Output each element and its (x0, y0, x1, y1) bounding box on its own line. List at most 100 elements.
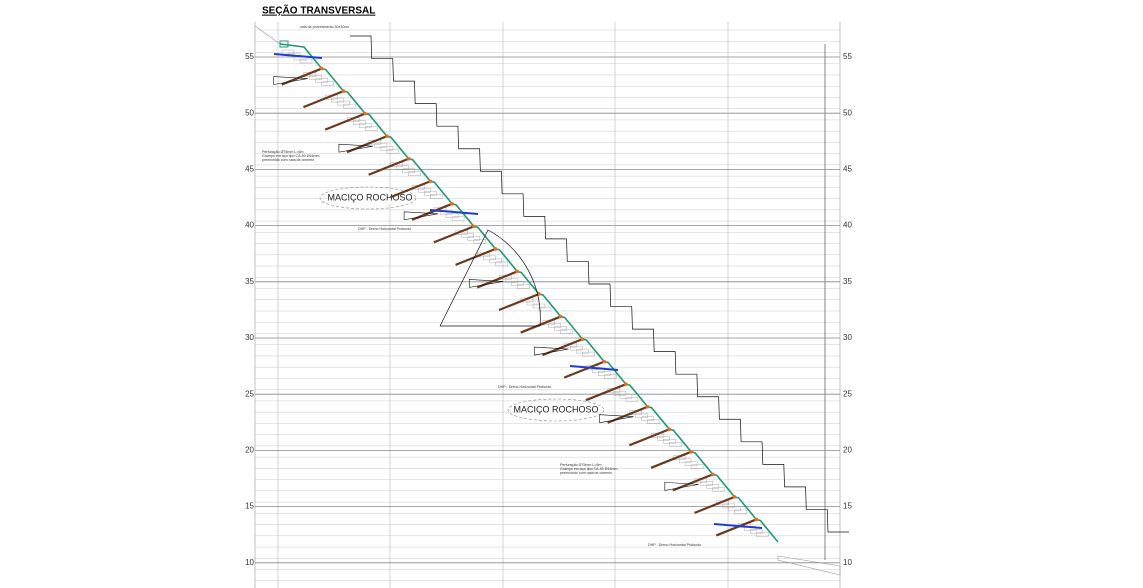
elevation-label: 30 (843, 333, 852, 342)
section-title: SEÇÃO TRANSVERSAL (262, 4, 375, 17)
anchor (694, 495, 735, 514)
berm-point (602, 359, 606, 364)
rock-block (712, 487, 726, 492)
berm-point (406, 156, 411, 161)
note: Grampo em aço tipo CA-50 Ø16mm (262, 154, 320, 158)
rock-block (386, 148, 400, 154)
anchor (433, 225, 475, 244)
rock-block (364, 126, 378, 131)
berm-point (472, 224, 476, 229)
toe (777, 555, 841, 576)
note: DHP - Dreno Horizontal Profundo (358, 227, 411, 231)
rock-hatch (319, 186, 605, 422)
berm-point (341, 89, 346, 93)
elevation-label: 40 (245, 221, 254, 230)
elevation-label: 15 (245, 502, 254, 511)
berm-point (558, 314, 563, 319)
berm-point (515, 269, 520, 274)
rock-block (690, 464, 704, 470)
elevation-label: 45 (843, 165, 852, 174)
berm-point (732, 495, 737, 499)
rock-label: MACIÇO ROCHOSO (327, 192, 412, 202)
anchor (389, 180, 431, 199)
elevation-label: 45 (245, 165, 254, 174)
berm-point (450, 202, 454, 206)
label-bg (334, 192, 406, 204)
berm-point (580, 337, 585, 341)
step-dims (350, 35, 849, 533)
berm-point (689, 450, 693, 454)
elevation-label: 30 (245, 333, 254, 342)
elevation-label: 40 (843, 221, 852, 230)
rock-block (473, 239, 487, 244)
note: vala de proveamento 30x30cm (300, 25, 349, 29)
rock-block (321, 81, 334, 86)
anchor (650, 450, 692, 469)
berm-point (624, 382, 628, 386)
callout (664, 482, 699, 491)
note: DHP - Dreno Horizontal Profundo (498, 385, 551, 389)
callout (403, 211, 439, 221)
rock-block (603, 374, 617, 379)
callout (468, 279, 504, 288)
berm-point (645, 404, 650, 409)
elevation-label: 25 (843, 389, 852, 398)
grid (254, 22, 841, 588)
rock-block (495, 261, 508, 267)
crest (254, 25, 281, 45)
rock-block (625, 396, 639, 402)
angle-arc (439, 229, 541, 327)
note: Perfuração Ø75mm L=6m (560, 463, 601, 467)
anchor (585, 383, 627, 402)
berm-point (537, 292, 541, 296)
rock-block (756, 532, 769, 537)
berm-point (711, 472, 715, 477)
elevation-label: 55 (245, 52, 254, 61)
note: Grampo em aço tipo CA-50 Ø16mm (560, 467, 618, 471)
note: DHP - Dreno Horizontal Profundo (648, 543, 701, 547)
berm-point (363, 111, 367, 116)
anchor (563, 360, 605, 379)
elevation-label: 50 (843, 108, 852, 117)
elevation-label: 15 (843, 502, 852, 511)
berm-point (385, 134, 389, 138)
rock-block (560, 329, 573, 334)
slope (254, 25, 849, 576)
drain (713, 523, 763, 529)
elevation-label: 10 (843, 558, 852, 567)
berm-point (754, 517, 759, 522)
rock-block (538, 306, 552, 312)
callout (599, 414, 634, 424)
note: Perfuração Ø75mm L=6m (262, 150, 303, 154)
callout (534, 346, 569, 356)
rock-block (343, 103, 356, 109)
callout (338, 143, 373, 153)
elevation-label: 25 (245, 389, 254, 398)
rock-label: MACIÇO ROCHOSO (513, 404, 598, 414)
elevation-label: 20 (843, 446, 852, 455)
berm-point (493, 247, 498, 251)
rock-block (734, 509, 747, 515)
drain (273, 53, 323, 59)
note: preenchido com nata de cimento (560, 471, 612, 475)
rock-block (408, 171, 421, 176)
elevation-label: 35 (245, 277, 254, 286)
rock-outline (319, 186, 417, 210)
anchor (715, 518, 757, 537)
berm-point (319, 66, 324, 71)
elevation-label: 35 (843, 277, 852, 286)
anchor (455, 247, 496, 266)
label-bg (520, 404, 592, 416)
rock-outline (507, 398, 605, 422)
note: preenchido com nata de cimento (262, 158, 314, 162)
anchor (324, 112, 366, 131)
elevation-label: 20 (245, 446, 254, 455)
anchor (498, 292, 540, 312)
rock-block (451, 216, 465, 222)
anchor (628, 428, 670, 447)
berm-point (428, 179, 433, 184)
drain (569, 365, 619, 371)
elevation-label: 55 (843, 52, 852, 61)
